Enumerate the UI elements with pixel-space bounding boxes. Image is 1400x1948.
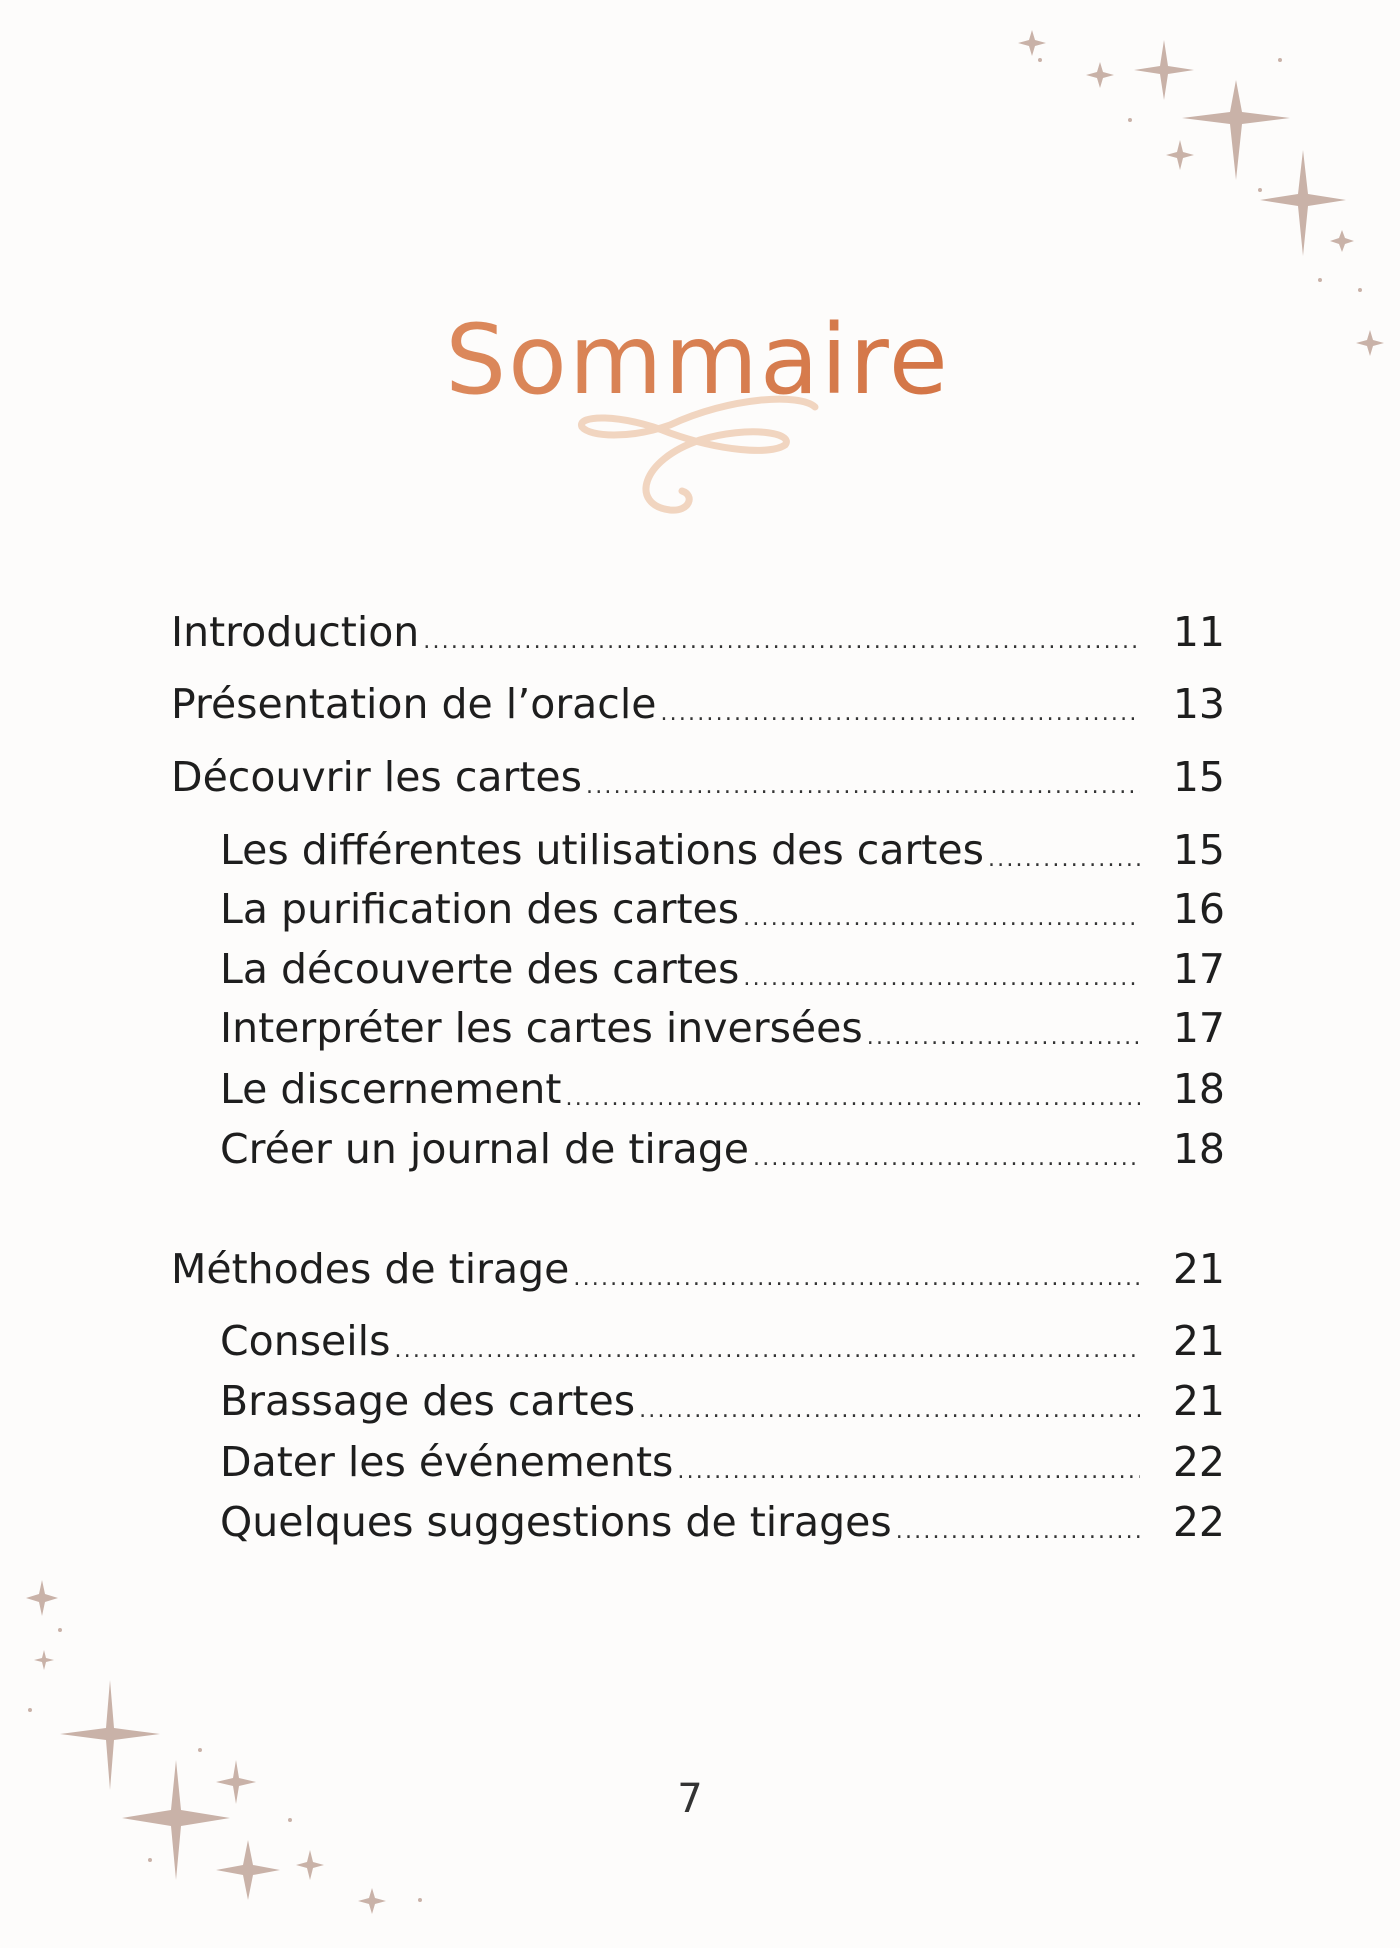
toc-entry[interactable]: Interpréter les cartes inversées........… <box>220 1003 1225 1053</box>
toc-entry-page: 16 <box>1172 885 1225 933</box>
toc-entry-label: La purification des cartes <box>220 885 740 933</box>
toc-entry[interactable]: Brassage des cartes.....................… <box>220 1376 1225 1426</box>
toc-entry-page: 15 <box>1172 753 1225 801</box>
dot-leader: ........................................… <box>987 847 1140 872</box>
toc-entry-page: 17 <box>1172 945 1225 993</box>
toc-entry[interactable]: Créer un journal de tirage..............… <box>220 1124 1225 1174</box>
flourish-ornament-icon <box>578 395 819 514</box>
toc-entry-page: 22 <box>1172 1498 1225 1546</box>
toc-entry-label: Conseils <box>220 1317 391 1365</box>
toc-entry[interactable]: La purification des cartes..............… <box>220 884 1225 934</box>
toc-entry[interactable]: Présentation de l’oracle................… <box>171 679 1225 729</box>
dot-leader: ........................................… <box>743 906 1140 931</box>
toc-entry-label: Brassage des cartes <box>220 1377 636 1425</box>
toc-entry-page: 11 <box>1172 608 1225 656</box>
toc-entry[interactable]: Quelques suggestions de tirages.........… <box>220 1497 1225 1547</box>
dot-leader: ........................................… <box>677 1459 1140 1484</box>
dot-leader: ........................................… <box>743 966 1140 991</box>
toc-entry-label: Interpréter les cartes inversées <box>220 1004 863 1052</box>
toc-entry[interactable]: Conseils................................… <box>220 1316 1225 1366</box>
toc-entry-page: 13 <box>1172 680 1225 728</box>
toc-entry-page: 15 <box>1172 826 1225 874</box>
toc-entry-label: Créer un journal de tirage <box>220 1125 750 1173</box>
dot-leader: ........................................… <box>895 1519 1140 1544</box>
toc-entry-page: 18 <box>1172 1125 1225 1173</box>
toc-entry[interactable]: Le discernement.........................… <box>220 1064 1225 1114</box>
toc-entry-label: La découverte des cartes <box>220 945 740 993</box>
toc-entry[interactable]: Introduction............................… <box>171 607 1225 657</box>
toc-entry-page: 17 <box>1172 1004 1225 1052</box>
toc-entry-page: 21 <box>1172 1245 1225 1293</box>
toc-entry-page: 18 <box>1172 1065 1225 1113</box>
dot-leader: ........................................… <box>565 1086 1141 1111</box>
dot-leader: ........................................… <box>660 701 1140 726</box>
page-number: 7 <box>677 1776 703 1822</box>
star-decoration-bottom-left <box>26 1580 422 1914</box>
toc-entry-page: 21 <box>1172 1377 1225 1425</box>
toc-entry-label: Quelques suggestions de tirages <box>220 1498 892 1546</box>
toc-entry-label: Présentation de l’oracle <box>171 680 657 728</box>
page-title: Sommaire <box>0 312 1395 408</box>
toc-entry-page: 21 <box>1172 1317 1225 1365</box>
dot-leader: ........................................… <box>394 1338 1140 1363</box>
toc-entry-label: Découvrir les cartes <box>171 753 583 801</box>
toc-entry[interactable]: Découvrir les cartes....................… <box>171 752 1225 802</box>
toc-entry-label: Introduction <box>171 608 420 656</box>
dot-leader: ........................................… <box>639 1398 1140 1423</box>
toc-entry[interactable]: Méthodes de tirage......................… <box>171 1244 1225 1294</box>
toc-entry-label: Dater les événements <box>220 1438 674 1486</box>
dot-leader: ........................................… <box>423 629 1140 654</box>
toc-entry-page: 22 <box>1172 1438 1225 1486</box>
toc-entry[interactable]: Les différentes utilisations des cartes.… <box>220 825 1225 875</box>
dot-leader: ........................................… <box>753 1146 1140 1171</box>
dot-leader: ........................................… <box>573 1266 1140 1291</box>
dot-leader: ........................................… <box>866 1025 1140 1050</box>
toc-entry-label: Le discernement <box>220 1065 562 1113</box>
toc-entry-label: Les différentes utilisations des cartes <box>220 826 984 874</box>
toc-entry[interactable]: Dater les événements....................… <box>220 1437 1225 1487</box>
dot-leader: ........................................… <box>586 774 1140 799</box>
toc-entry[interactable]: La découverte des cartes................… <box>220 944 1225 994</box>
toc-entry-label: Méthodes de tirage <box>171 1245 570 1293</box>
star-decoration-top-right <box>1018 30 1384 356</box>
